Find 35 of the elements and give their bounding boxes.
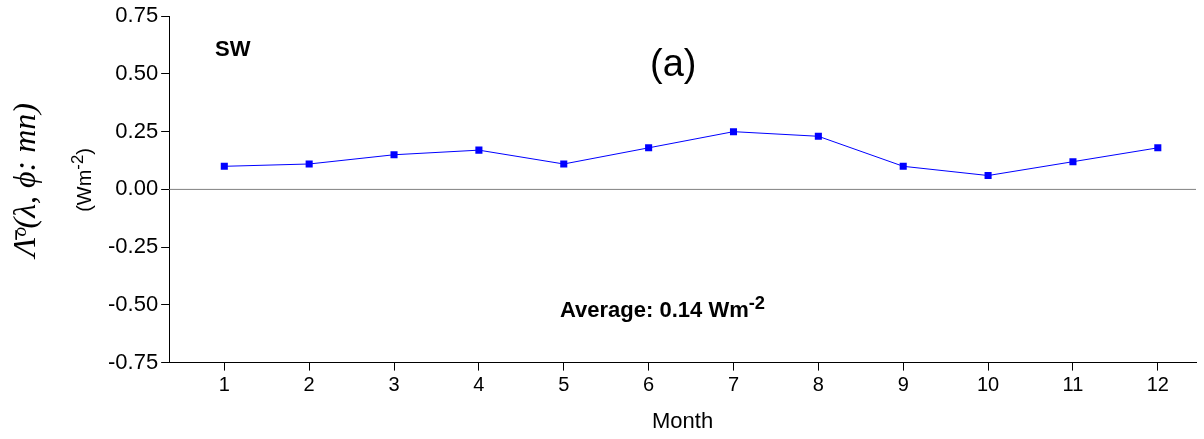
- x-tick-label: 7: [727, 373, 740, 396]
- x-tick-label: 6: [643, 373, 655, 396]
- x-tick-label: 4: [473, 373, 485, 396]
- point: [220, 162, 228, 170]
- y-tick-label: -0.75: [107, 348, 159, 374]
- x-tick-label: 12: [1146, 373, 1169, 396]
- point: [1154, 144, 1162, 152]
- point: [1069, 158, 1077, 166]
- point: [984, 172, 992, 180]
- x-tick-label: 11: [1062, 373, 1084, 396]
- point: [645, 144, 653, 152]
- point: [305, 160, 313, 168]
- y-tick-label: -0.25: [107, 233, 159, 259]
- point: [390, 151, 398, 159]
- point: [560, 160, 568, 168]
- x-tick-label: 10: [976, 373, 1000, 396]
- annotation: Average: 0.14 Wm$^{-2}$: [560, 292, 766, 324]
- point: [899, 162, 907, 170]
- x-tick-label: 9: [897, 373, 909, 396]
- x-axis-title: Month: [651, 407, 714, 433]
- y-tick-label: 0.25: [115, 117, 159, 143]
- x-tick-label: 5: [558, 373, 570, 396]
- point: [475, 146, 483, 154]
- y-tick-label: 0.00: [115, 175, 159, 201]
- x-tick-label: 8: [812, 373, 824, 396]
- y-tick-label: -0.50: [107, 290, 159, 316]
- x-tick-label: 1: [218, 373, 230, 396]
- y-tick-label: 0.50: [115, 60, 159, 85]
- x-tick-label: 3: [388, 373, 400, 396]
- point: [814, 132, 822, 140]
- annotation: SW: [215, 36, 251, 62]
- x-tick-label: 2: [303, 373, 315, 396]
- y-tick-label: 0.75: [115, 2, 159, 28]
- point: [729, 128, 738, 136]
- annotation: (a): [650, 42, 697, 85]
